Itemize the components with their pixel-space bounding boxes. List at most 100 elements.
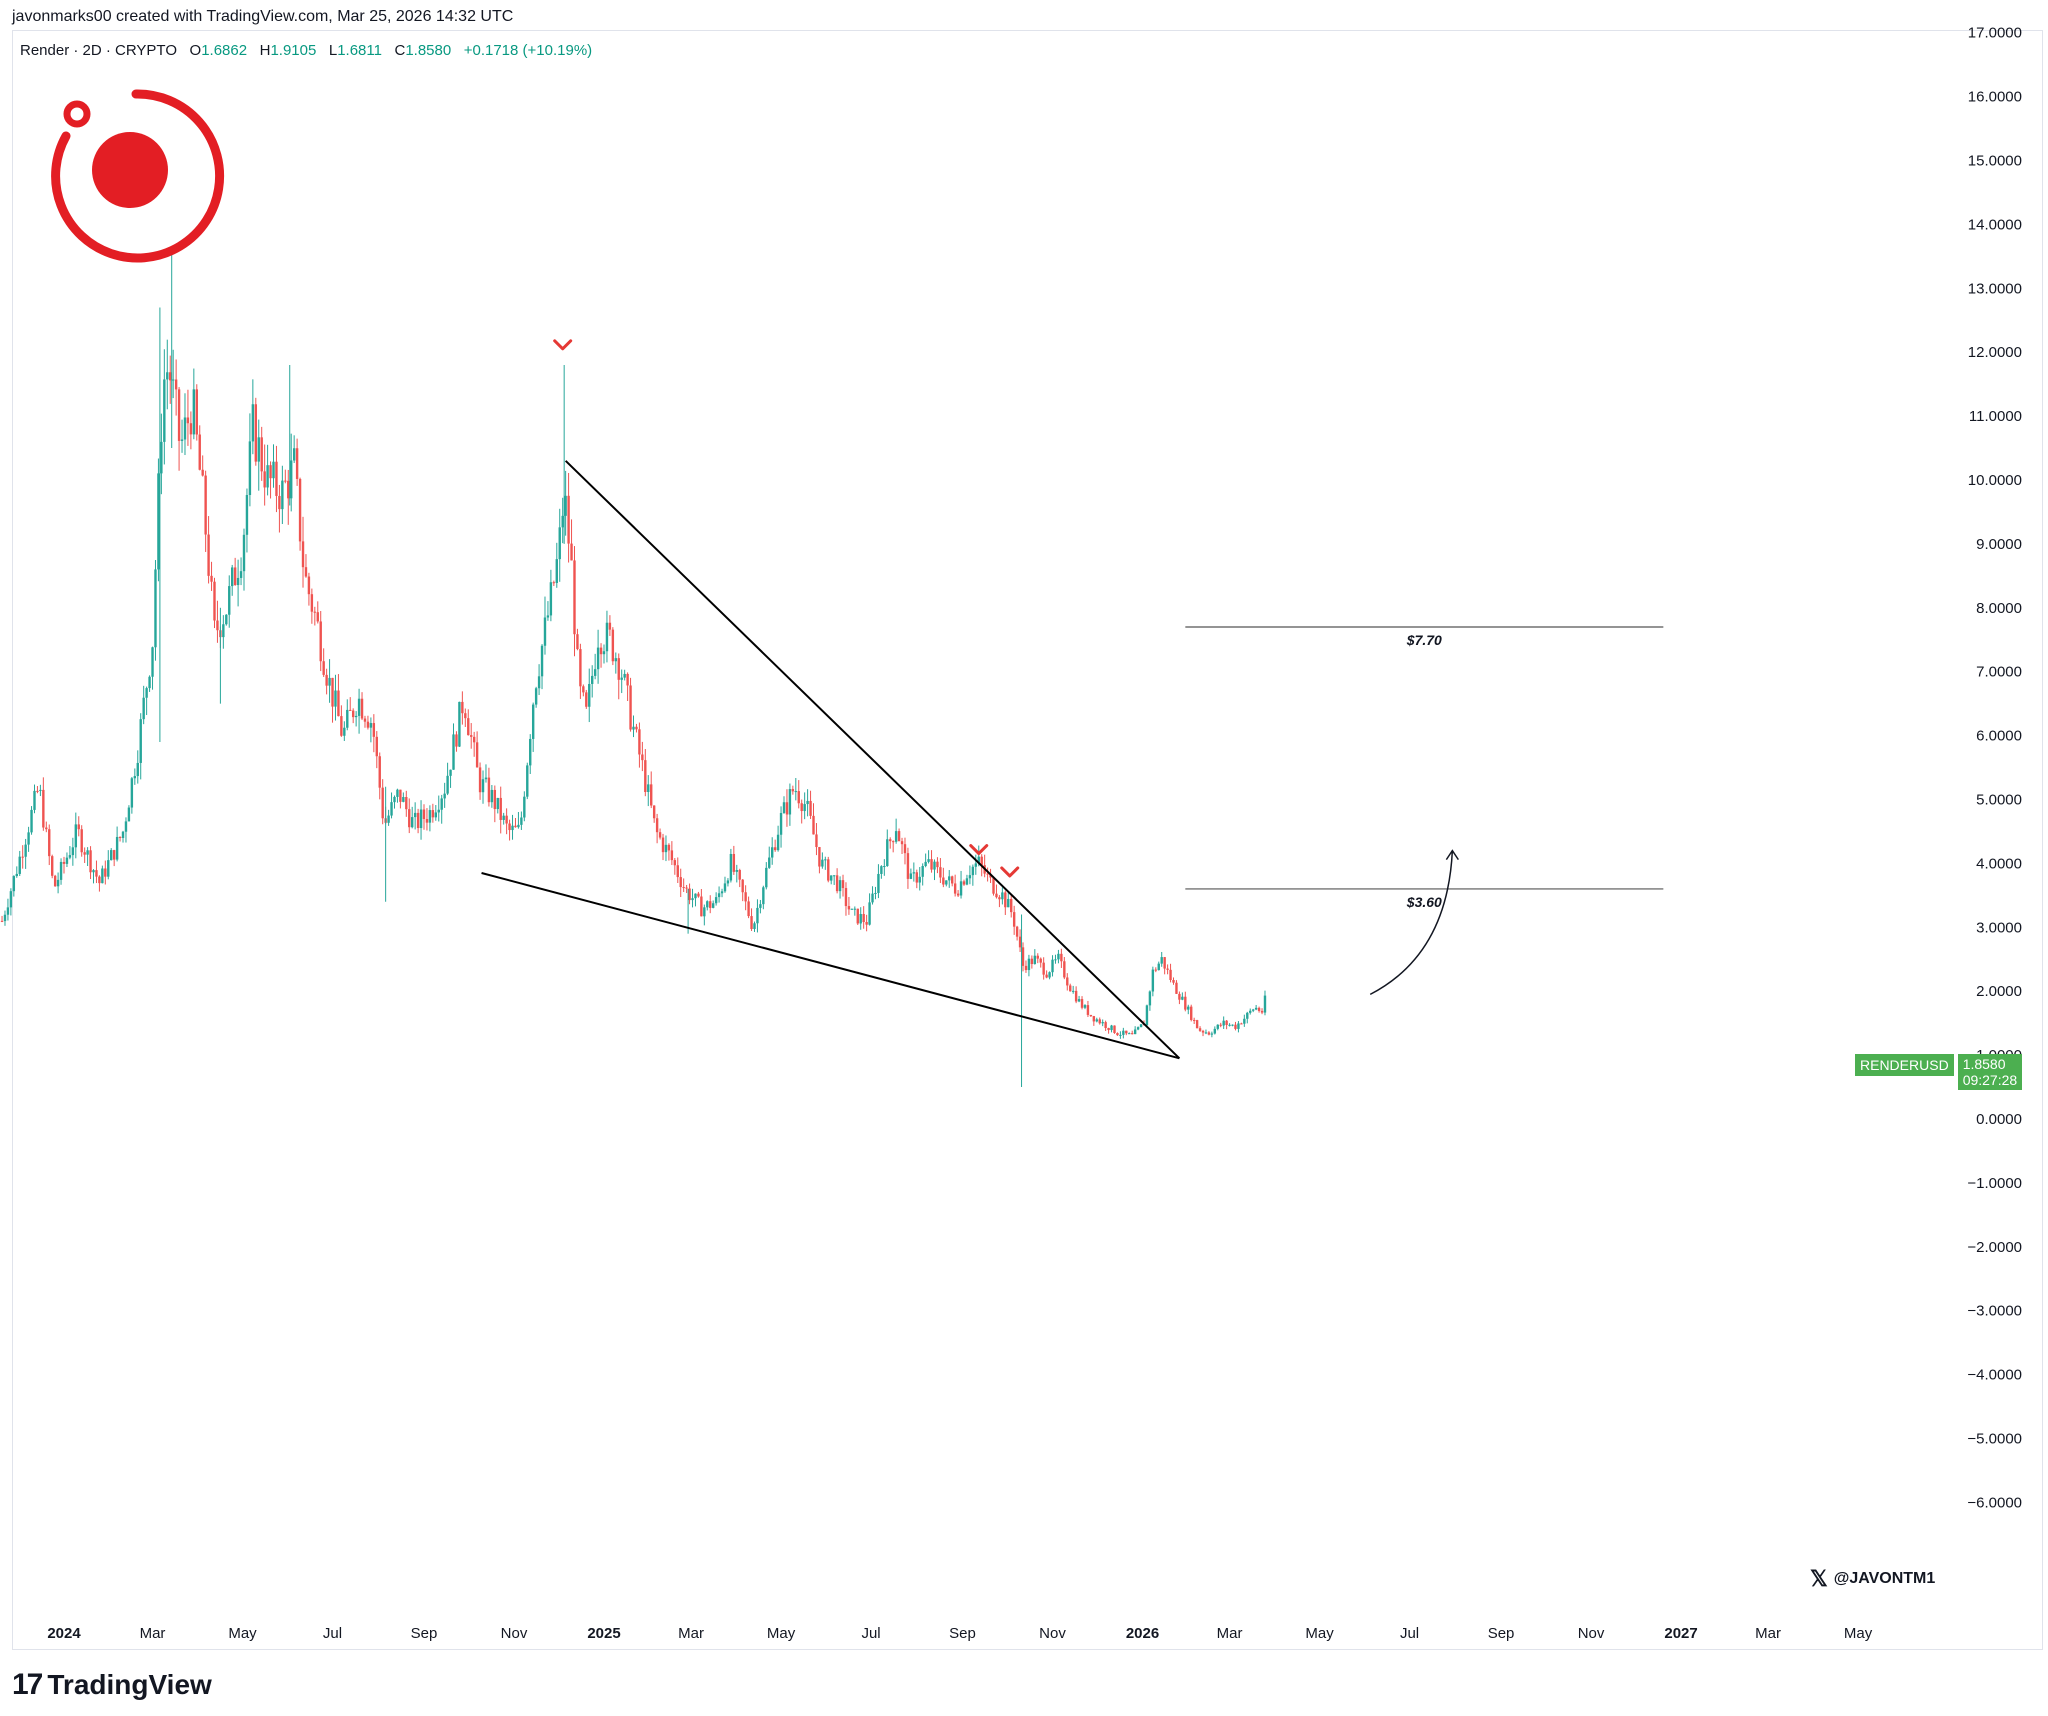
candle-body <box>399 789 402 802</box>
candle-body <box>478 767 482 793</box>
candle-body <box>148 676 151 689</box>
candle-body <box>1039 958 1042 963</box>
x-tick-label: May <box>228 1625 257 1642</box>
candle-body <box>974 863 978 867</box>
candle-body <box>714 897 718 904</box>
candle-body <box>768 857 771 868</box>
candle-body <box>782 802 786 813</box>
candle-body <box>517 824 520 828</box>
candle-body <box>868 902 871 925</box>
candle-body <box>537 676 541 689</box>
candle-body <box>375 736 378 757</box>
candle-body <box>402 797 405 802</box>
tradingview-brand[interactable]: 17 TradingView <box>12 1668 212 1702</box>
x-handle: 𝕏 @JAVONTM1 <box>1810 1566 1935 1592</box>
candle-body <box>1066 977 1069 986</box>
candle-body <box>1136 1027 1140 1030</box>
candle-body <box>1157 963 1160 971</box>
candle-body <box>198 434 201 470</box>
x-tick-label: Jul <box>861 1625 880 1642</box>
candle-body <box>496 797 499 810</box>
candle-body <box>136 762 139 777</box>
candle-body <box>328 677 331 686</box>
candle-body <box>529 738 532 766</box>
candle-body <box>59 861 63 880</box>
candle-body <box>508 823 511 831</box>
candle-body <box>800 803 803 812</box>
candle-body <box>183 417 187 440</box>
y-tick-label: −5.0000 <box>1967 1431 2022 1448</box>
candle-body <box>372 723 376 737</box>
candle-body <box>319 621 322 662</box>
x-tick-label: Nov <box>1039 1625 1066 1642</box>
legend-high-label: H <box>259 42 271 59</box>
candle-body <box>354 715 358 718</box>
candle-body <box>1057 953 1060 960</box>
candle-body <box>756 907 759 924</box>
candle-body <box>1263 995 1267 1013</box>
candle-body <box>71 847 75 856</box>
candle-body <box>115 836 119 860</box>
candle-body <box>773 847 777 851</box>
candle-body <box>257 437 260 462</box>
candle-body <box>251 404 255 442</box>
candle-body <box>558 527 561 560</box>
candle-body <box>464 713 467 719</box>
candle-body <box>1178 993 1181 1000</box>
candle-body <box>1113 1025 1116 1034</box>
candle-body <box>101 868 104 884</box>
candle-body <box>396 789 399 797</box>
candle-body <box>753 923 756 929</box>
candle-body <box>269 465 272 479</box>
x-tick-label: Sep <box>949 1625 976 1642</box>
candle-body <box>1190 1006 1193 1020</box>
candle-body <box>735 870 738 872</box>
chart-frame <box>12 30 2043 1650</box>
candle-body <box>564 495 567 516</box>
candle-body <box>80 829 83 853</box>
candle-body <box>83 852 86 855</box>
y-tick-label: −6.0000 <box>1967 1494 2022 1511</box>
candle-body <box>791 789 795 792</box>
candle-body <box>650 784 653 806</box>
x-logo-icon: 𝕏 <box>1810 1566 1828 1591</box>
candle-body <box>1027 958 1031 971</box>
candle-body <box>1036 955 1039 959</box>
candle-body <box>1251 1009 1255 1011</box>
legend-symbol[interactable]: Render · 2D · CRYPTO <box>20 42 177 59</box>
y-tick-label: 12.0000 <box>1968 344 2022 361</box>
candle-body <box>939 867 942 878</box>
candle-body <box>30 809 33 833</box>
candle-body <box>561 515 564 528</box>
candle-body <box>1001 892 1004 900</box>
candle-body <box>1145 1005 1149 1026</box>
chevron-down-icon <box>969 844 989 856</box>
candle-body <box>1204 1032 1208 1034</box>
candle-body <box>596 647 600 670</box>
candle-body <box>945 880 948 885</box>
candle-body <box>151 647 154 677</box>
candle-body <box>608 622 612 630</box>
candle-body <box>809 800 812 816</box>
candle-body <box>894 831 898 842</box>
candle-body <box>422 809 426 820</box>
candle-body <box>912 872 916 874</box>
y-tick-label: 14.0000 <box>1968 216 2022 233</box>
y-tick-label: 7.0000 <box>1976 664 2022 681</box>
y-tick-label: 8.0000 <box>1976 600 2022 617</box>
candle-body <box>68 855 72 858</box>
candle-body <box>948 876 951 881</box>
candle-body <box>862 914 865 923</box>
candle-body <box>1257 1007 1261 1011</box>
candle-body <box>1018 936 1022 948</box>
candle-body <box>1086 1005 1090 1015</box>
candle-body <box>1122 1030 1125 1035</box>
candle-body <box>313 611 317 613</box>
x-tick-label: May <box>1844 1625 1873 1642</box>
candle-body <box>266 465 269 488</box>
candle-body <box>1080 999 1084 1008</box>
candle-body <box>284 480 287 482</box>
candle-body <box>738 870 741 880</box>
candle-body <box>540 645 544 677</box>
